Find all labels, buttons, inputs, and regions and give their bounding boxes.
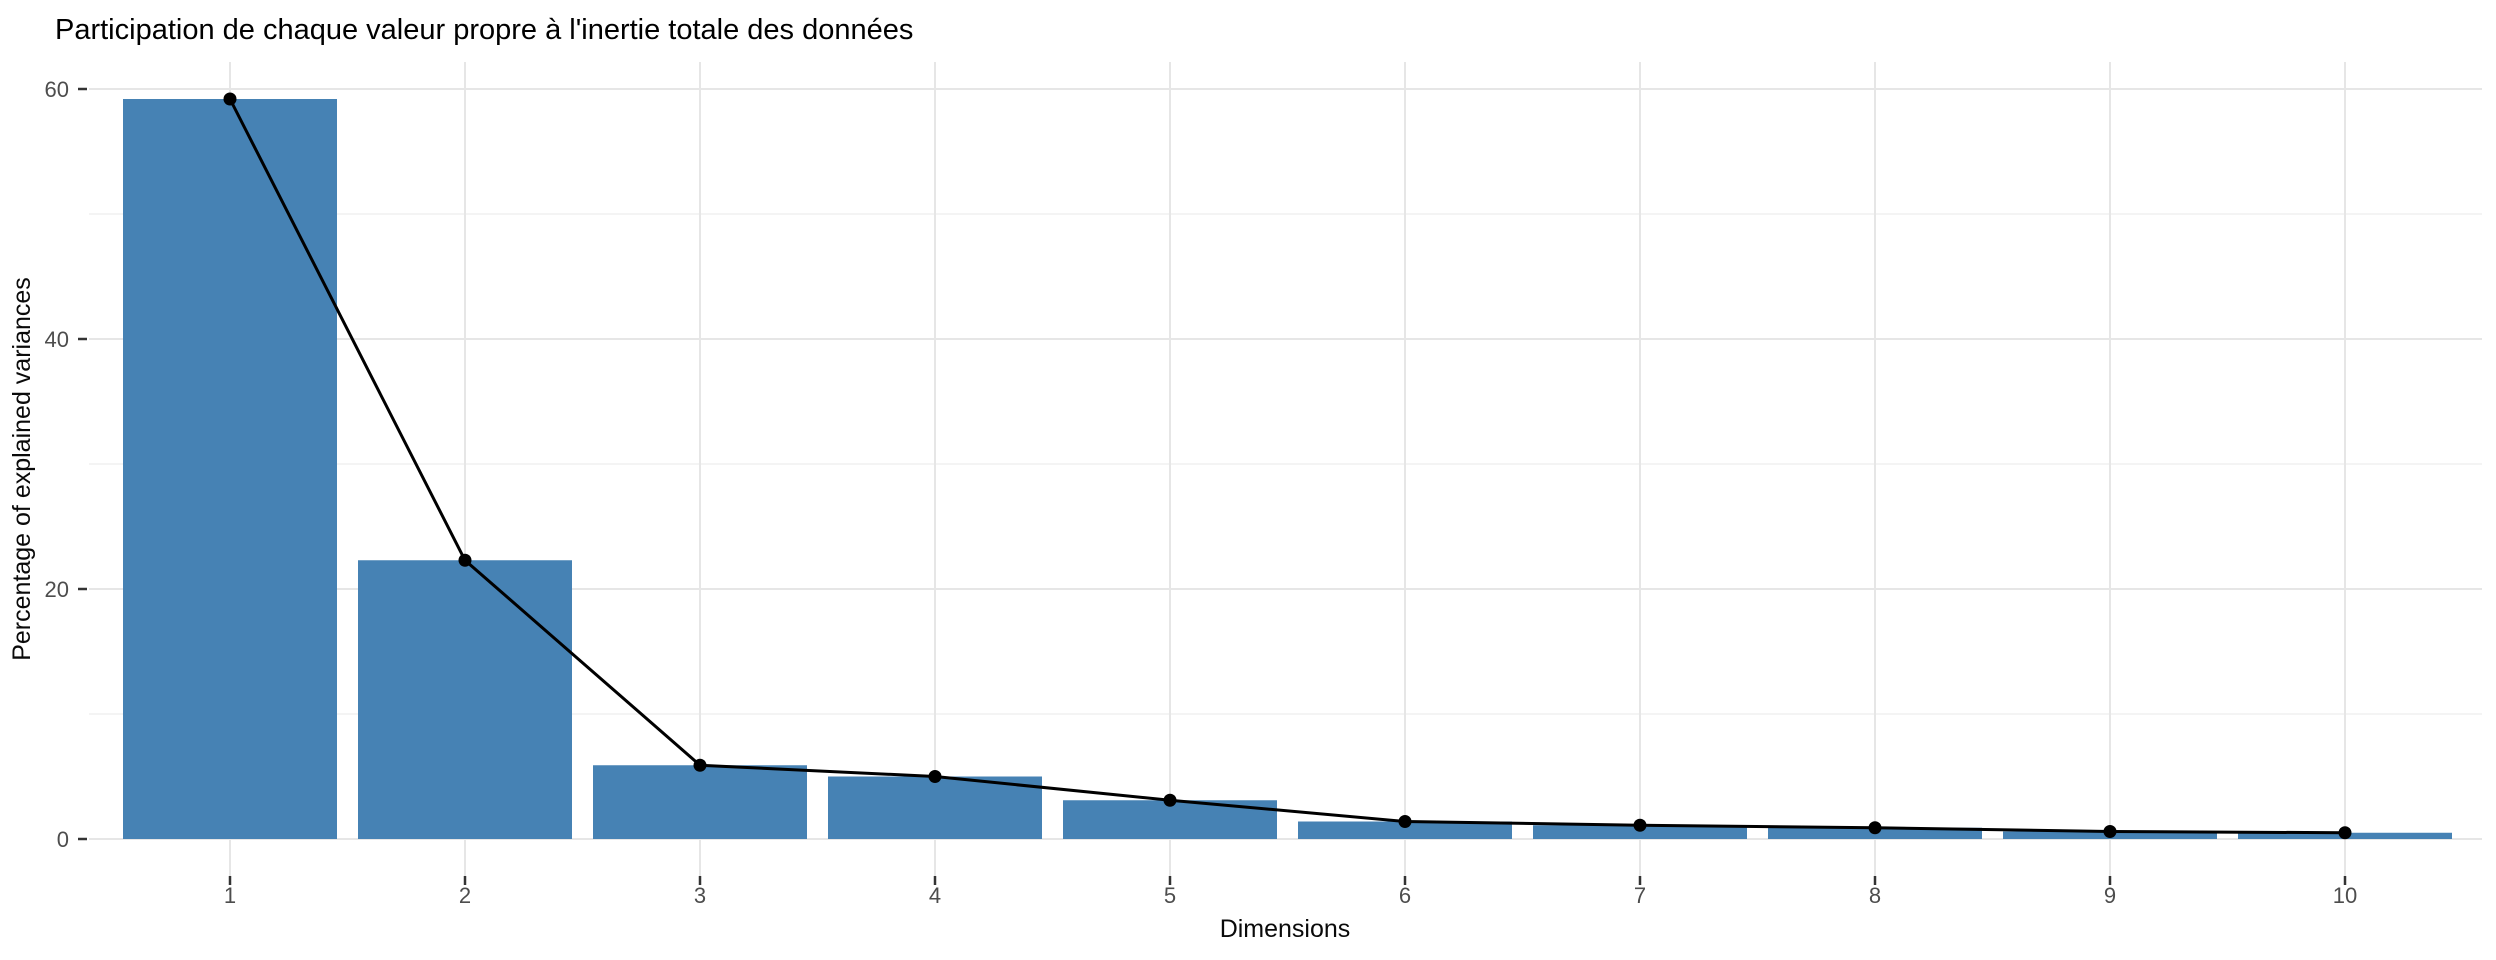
axis-ticks — [78, 87, 2347, 885]
bar — [123, 99, 337, 839]
x-tick-label: 9 — [2104, 883, 2116, 908]
data-point — [1633, 818, 1647, 832]
data-point — [1398, 815, 1412, 828]
data-point — [693, 758, 707, 772]
y-axis-title: Percentage of explained variances — [8, 277, 36, 661]
line-series — [228, 98, 2346, 835]
y-tick-label: 60 — [45, 77, 69, 102]
bar — [593, 765, 807, 839]
x-tick-label: 6 — [1399, 883, 1411, 908]
plot-title: Participation de chaque valeur propre à … — [55, 14, 913, 46]
x-tick-label: 10 — [2333, 883, 2357, 908]
data-point — [2103, 825, 2117, 838]
x-tick-label: 2 — [459, 883, 471, 908]
x-tick-label: 5 — [1164, 883, 1176, 908]
bar — [828, 776, 1042, 839]
data-point — [458, 553, 472, 567]
bar — [1298, 821, 1512, 839]
x-tick-label: 3 — [694, 883, 706, 908]
y-tick-label: 40 — [45, 327, 69, 352]
axis-tick-labels: 0 20 40 60 1 2 3 4 5 6 7 8 9 10 — [45, 77, 2358, 908]
x-tick-label: 1 — [224, 883, 236, 908]
x-tick-label: 8 — [1869, 883, 1881, 908]
bar — [358, 560, 572, 839]
data-point — [928, 770, 942, 783]
y-tick-label: 20 — [45, 577, 69, 602]
data-point — [2338, 826, 2352, 840]
x-tick-label: 4 — [929, 883, 941, 908]
x-axis-title: Dimensions — [1220, 915, 1351, 943]
y-tick-label: 0 — [57, 827, 69, 852]
bar — [1533, 825, 1747, 839]
data-point — [223, 92, 237, 106]
bar-series — [123, 99, 2452, 839]
grid-major — [89, 62, 2482, 876]
point-series — [223, 92, 2352, 840]
data-point — [1868, 821, 1882, 835]
data-point — [1163, 793, 1177, 807]
x-tick-label: 7 — [1634, 883, 1646, 908]
